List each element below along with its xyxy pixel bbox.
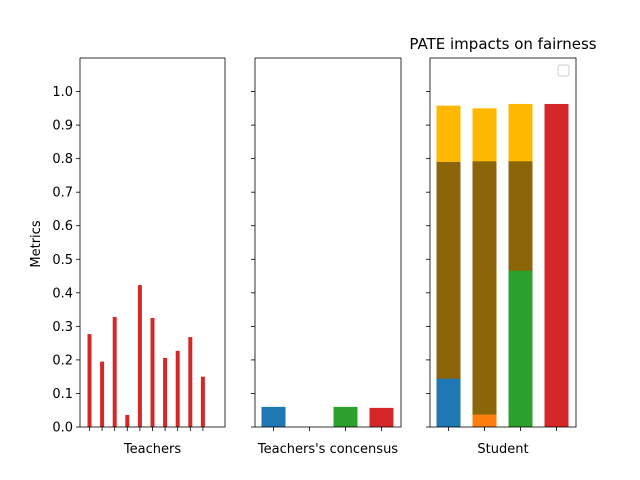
- teacher-bar: [112, 316, 117, 427]
- teacher-bar: [137, 285, 142, 427]
- y-tick-label: 0.4: [52, 286, 73, 301]
- y-axis-label: Metrics: [29, 220, 44, 267]
- teacher-bar: [87, 334, 92, 427]
- teacher-bar: [150, 317, 155, 427]
- teacher-bar: [175, 350, 180, 427]
- student-bar-segment: [436, 378, 461, 427]
- teachers-consensus-panel: [251, 57, 402, 431]
- y-tick-label: 0.9: [52, 119, 73, 134]
- student-bar-segment: [544, 103, 569, 427]
- student-bar-segment: [472, 414, 497, 427]
- y-tick-label: 0.8: [52, 152, 73, 167]
- y-tick-label: 0.3: [52, 320, 73, 335]
- student-panel: [426, 57, 577, 431]
- y-tick-label: 0.5: [52, 253, 73, 268]
- y-tick-label: 0.2: [52, 353, 73, 368]
- y-tick-label: 1.0: [52, 85, 73, 100]
- teachers-panel: 0.0 0.1 0.2 0.3 0.4 0.5 0.6 0.7 0.8 0.9 1.0: [52, 57, 226, 436]
- x-axis-label-student: Student: [477, 442, 528, 457]
- x-axis-label-consensus: Teachers's concensus: [257, 442, 398, 457]
- teacher-bar: [188, 337, 193, 427]
- plot-frame: [429, 57, 577, 428]
- plot-frame: [254, 57, 402, 428]
- teacher-bar: [100, 361, 105, 427]
- legend-box: [557, 64, 570, 77]
- x-axis-label-teachers: Teachers: [123, 442, 181, 457]
- student-bar-segment: [472, 161, 497, 427]
- plot-frame: [79, 57, 226, 428]
- consensus-bar: [261, 406, 286, 427]
- chart-title: PATE impacts on fairness: [409, 35, 596, 53]
- teacher-bar: [200, 376, 205, 427]
- y-tick-label: 0.6: [52, 219, 73, 234]
- teacher-bar: [125, 414, 130, 427]
- consensus-bar: [333, 406, 358, 427]
- student-bar-segment: [508, 270, 533, 427]
- y-tick-label: 0.7: [52, 186, 73, 201]
- consensus-bar: [369, 407, 394, 427]
- y-tick-label: 0.1: [52, 387, 73, 402]
- y-tick-label: 0.0: [52, 421, 73, 436]
- teacher-bar: [163, 357, 168, 427]
